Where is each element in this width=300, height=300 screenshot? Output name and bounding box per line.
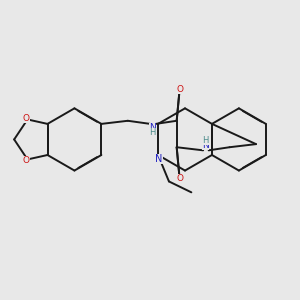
Text: N: N: [202, 141, 209, 150]
Text: N: N: [149, 123, 156, 132]
Text: O: O: [177, 174, 184, 183]
Text: H: H: [202, 136, 208, 145]
Text: O: O: [23, 156, 30, 165]
Text: O: O: [23, 114, 30, 123]
Text: H: H: [149, 128, 156, 137]
Text: O: O: [177, 85, 184, 94]
Text: N: N: [155, 154, 163, 164]
